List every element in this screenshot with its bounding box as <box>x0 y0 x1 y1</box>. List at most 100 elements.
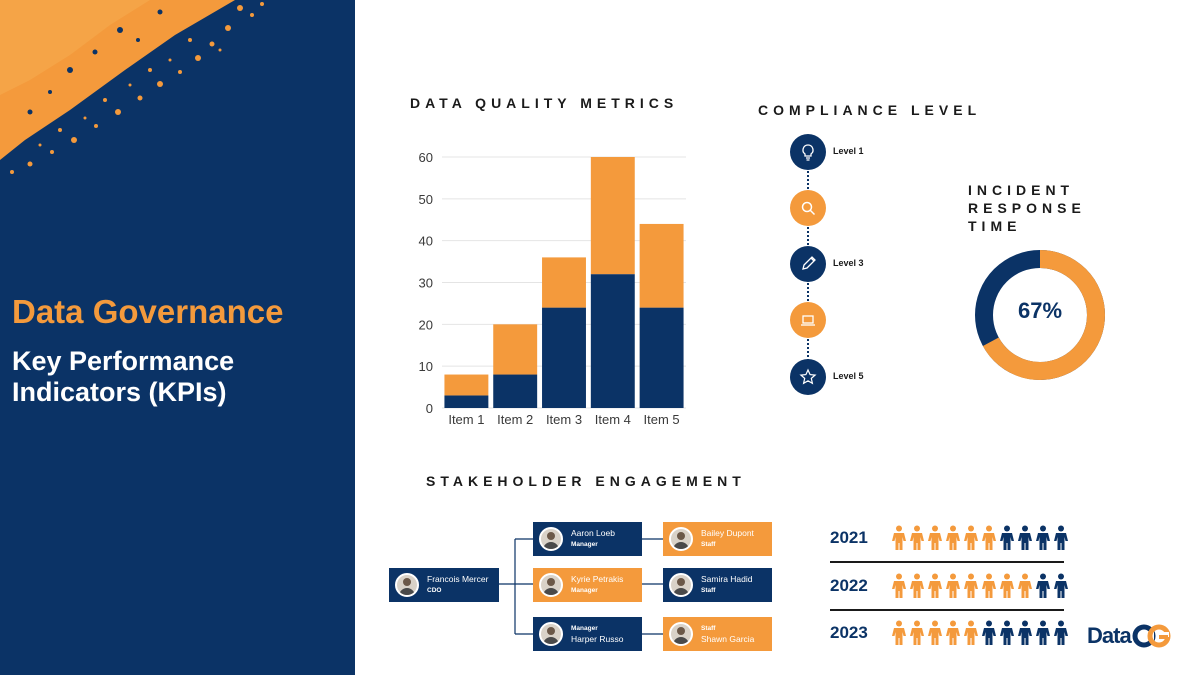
bar-segment <box>639 223 684 308</box>
person-icon <box>1054 573 1068 598</box>
person-icon <box>982 620 996 645</box>
bar-segment <box>493 374 538 408</box>
person-icon <box>910 620 924 645</box>
org-role: Staff <box>701 587 716 594</box>
org-card-staff: Samira Hadid Staff <box>663 568 772 602</box>
year-label: 2022 <box>830 576 868 595</box>
person-icon <box>892 573 906 598</box>
org-card-manager: Aaron Loeb Manager <box>533 522 642 556</box>
person-icon <box>910 525 924 550</box>
avatar <box>669 573 693 597</box>
datacg-logo: Data <box>1087 623 1172 649</box>
donut-value-arc <box>975 250 1105 380</box>
org-name: Harper Russo <box>571 634 624 644</box>
laptop-icon <box>801 315 815 326</box>
year-label: 2023 <box>830 623 868 642</box>
engagement-row: 2022 <box>830 566 1068 606</box>
incident-heading: INCIDENT RESPONSE TIME <box>968 182 1086 234</box>
engagement-row: 2023 <box>830 613 1068 653</box>
person-icon <box>892 620 906 645</box>
paint-splash-decoration <box>0 0 264 174</box>
org-name: Bailey Dupont <box>701 528 754 538</box>
avatar <box>539 527 563 551</box>
compliance-level-label: Level 5 <box>833 371 864 381</box>
compliance-level-label: Level 3 <box>833 258 864 268</box>
person-icon <box>1018 573 1032 598</box>
x-tick-label: Item 4 <box>595 412 631 427</box>
avatar <box>669 622 693 646</box>
person-icon <box>1018 620 1032 645</box>
person-icon <box>1018 525 1032 550</box>
y-tick-label: 30 <box>419 276 433 291</box>
compliance-level-node <box>790 190 826 226</box>
left-panel: Data Governance Key Performance Indicato… <box>0 0 355 675</box>
person-icon <box>982 573 996 598</box>
bar-segment <box>493 324 538 375</box>
org-name: Francois Mercer <box>427 574 489 584</box>
x-tick-label: Item 1 <box>448 412 484 427</box>
y-tick-label: 40 <box>419 234 433 249</box>
person-icon <box>1036 525 1050 550</box>
page-subtitle: Key Performance Indicators (KPIs) <box>12 346 235 407</box>
org-name: Aaron Loeb <box>571 528 615 538</box>
star-icon <box>799 368 817 385</box>
org-name: Shawn Garcia <box>701 634 755 644</box>
person-icon <box>1000 573 1014 598</box>
person-icon <box>1000 525 1014 550</box>
compliance-level-node <box>790 359 826 395</box>
compliance-level-node <box>790 246 826 282</box>
data-quality-heading: DATA QUALITY METRICS <box>410 95 679 111</box>
org-role: Manager <box>571 541 598 548</box>
person-icon <box>1036 620 1050 645</box>
y-tick-label: 20 <box>419 317 433 332</box>
org-role: Staff <box>701 625 716 632</box>
org-role: Staff <box>701 541 716 548</box>
org-card-staff: Bailey Dupont Staff <box>663 522 772 556</box>
person-icon <box>964 620 978 645</box>
person-icon <box>910 573 924 598</box>
x-tick-label: Item 3 <box>546 412 582 427</box>
org-card-root: Francois Mercer CDO <box>389 568 499 602</box>
person-icon <box>964 573 978 598</box>
pencil-icon <box>802 256 816 270</box>
donut-value-label: 67% <box>1017 298 1063 323</box>
bar-segment <box>590 157 635 275</box>
x-tick-label: Item 5 <box>644 412 680 427</box>
person-icon <box>1000 620 1014 645</box>
y-tick-label: 10 <box>419 359 433 374</box>
org-card-manager: Kyrie Petrakis Manager <box>533 568 642 602</box>
org-role: CDO <box>427 587 442 594</box>
org-card-staff: Staff Shawn Garcia <box>663 617 772 651</box>
x-tick-label: Item 2 <box>497 412 533 427</box>
org-role: Manager <box>571 625 598 632</box>
y-tick-label: 0 <box>426 401 433 416</box>
person-icon <box>1036 573 1050 598</box>
org-name: Kyrie Petrakis <box>571 574 624 584</box>
org-card-manager: Manager Harper Russo <box>533 617 642 651</box>
person-icon <box>928 525 942 550</box>
page-title: Data Governance <box>12 293 284 330</box>
bar-segment <box>639 307 684 408</box>
bar-segment <box>444 374 489 396</box>
person-icon <box>892 525 906 550</box>
stakeholder-heading: STAKEHOLDER ENGAGEMENT <box>426 473 746 489</box>
person-icon <box>1054 525 1068 550</box>
logo-text: Data <box>1087 623 1132 648</box>
person-icon <box>928 620 942 645</box>
bar-segment <box>590 274 635 408</box>
person-icon <box>1054 620 1068 645</box>
bar-segment <box>542 307 586 408</box>
bar-segment <box>444 395 489 408</box>
org-connector-lines <box>499 538 663 635</box>
compliance-level-node <box>790 134 826 170</box>
avatar <box>669 527 693 551</box>
data-quality-bar-chart: 0 10 20 30 40 50 60 Item 1 Item 2 Item 3 Item 4 Ite… <box>419 150 686 427</box>
person-icon <box>982 525 996 550</box>
person-icon <box>928 573 942 598</box>
search-icon <box>801 201 816 216</box>
avatar <box>539 622 563 646</box>
org-name: Samira Hadid <box>701 574 753 584</box>
compliance-level-label: Level 1 <box>833 146 864 156</box>
lightbulb-icon <box>802 144 814 161</box>
compliance-heading: COMPLIANCE LEVEL <box>758 102 982 118</box>
